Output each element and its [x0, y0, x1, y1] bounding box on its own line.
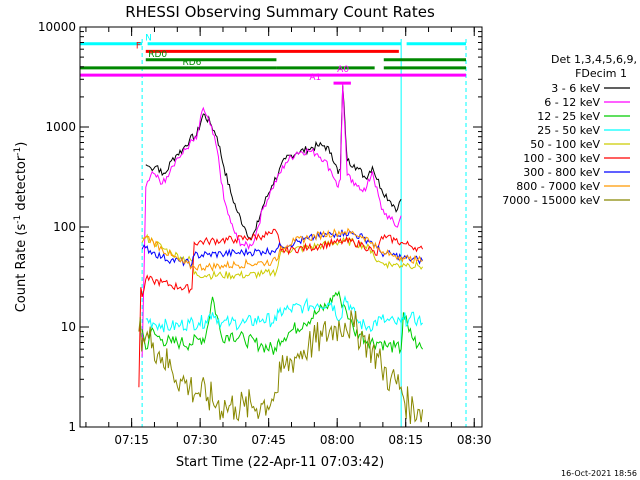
y-axis-label: Count Rate (s-1 detector-1)	[13, 142, 29, 313]
y-tick-label: 1	[68, 420, 76, 434]
flag-label: N	[145, 34, 152, 44]
series-line-5	[141, 233, 424, 281]
x-tick-label: 07:45	[251, 433, 286, 447]
series-line-4	[145, 294, 423, 333]
series-line-3	[141, 290, 424, 355]
legend-label: 12 - 25 keV	[537, 110, 600, 123]
chart-title: RHESSI Observing Summary Count Rates	[125, 3, 435, 21]
series-line-2	[141, 83, 402, 358]
y-tick-label: 1000	[45, 120, 76, 134]
flag-label: F	[136, 41, 141, 51]
x-tick-label: 08:15	[388, 433, 423, 447]
series-line-1	[145, 85, 402, 241]
x-axis-label: Start Time (22-Apr-11 07:03:42)	[176, 455, 384, 470]
footer-timestamp: 16-Oct-2021 18:56	[561, 469, 637, 478]
legend-label: 100 - 300 keV	[523, 152, 600, 165]
x-tick-label: 07:30	[183, 433, 218, 447]
legend-label: 800 - 7000 keV	[516, 180, 600, 193]
legend-label: 6 - 12 keV	[544, 96, 600, 109]
legend-label: 7000 - 15000 keV	[502, 194, 600, 207]
legend-header-line-2: FDecim 1	[575, 67, 627, 80]
x-tick-label: 07:15	[114, 433, 149, 447]
flag-label: A1	[309, 73, 321, 83]
plot-area: NF RD0 RD6 A0 A1	[79, 26, 483, 428]
y-tick-label: 10	[61, 320, 76, 334]
flag-label: A0	[337, 65, 349, 75]
flag-label: RD6	[182, 58, 201, 68]
x-tick-label: 08:30	[457, 433, 492, 447]
flag-label: RD0	[148, 50, 167, 60]
legend-label: 50 - 100 keV	[530, 138, 600, 151]
series-line-9	[138, 310, 424, 425]
legend-label: 300 - 800 keV	[523, 166, 600, 179]
legend-header-line-1: Det 1,3,4,5,6,9,	[551, 53, 637, 66]
x-tick-label: 08:00	[320, 433, 355, 447]
legend-label: 25 - 50 keV	[537, 124, 600, 137]
y-tick-label: 10000	[38, 20, 76, 34]
legend-label: 3 - 6 keV	[551, 82, 600, 95]
series-line-8	[141, 227, 423, 272]
y-tick-label: 100	[53, 220, 76, 234]
series-line-6	[138, 228, 424, 388]
